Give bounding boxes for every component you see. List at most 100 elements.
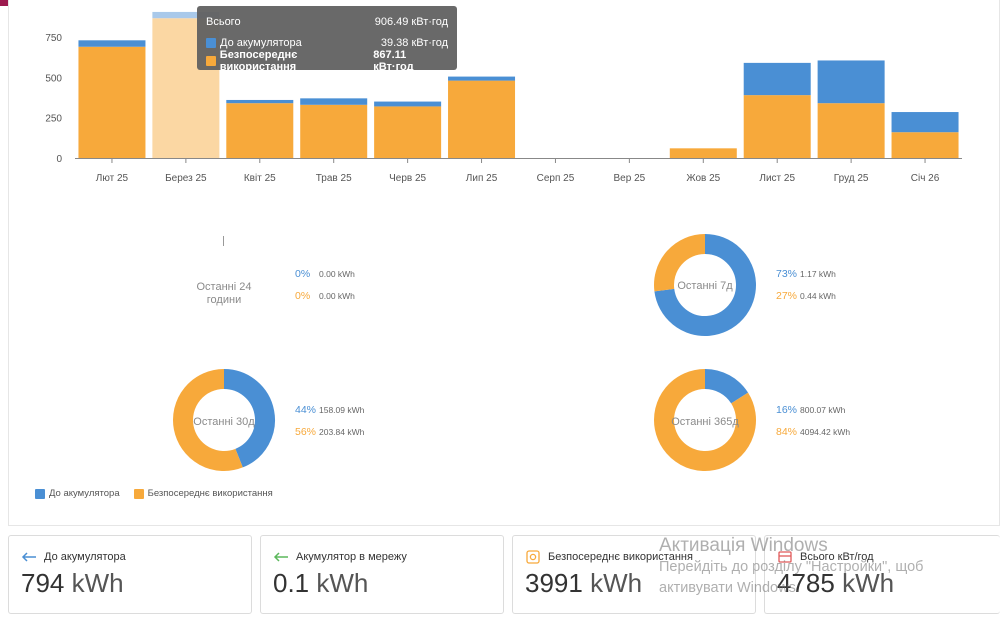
tooltip-total: 906.49 кВт·год [374, 16, 448, 28]
donut-30d-slice-direct [173, 369, 243, 471]
donut-24h-pct-direct: 0% [295, 290, 311, 302]
donut-365d-slice-battery [704, 369, 749, 404]
card-direct-use-unit: kWh [590, 568, 643, 598]
arrow-left-icon [272, 550, 290, 564]
bar-direct-use [448, 80, 516, 158]
donut-24h-label: Останні 24 години [196, 281, 252, 306]
x-tick-label: Серп 25 [537, 173, 575, 184]
bar-direct-use [226, 103, 294, 158]
tooltip-value-battery: 39.38 кВт·год [380, 37, 448, 49]
donut-30d[interactable] [168, 364, 280, 476]
tooltip-label-direct: Безпосереднє використання [219, 49, 298, 73]
card-to-battery-unit: kWh [71, 568, 124, 598]
card-total[interactable]: Всього кВт/год 4785 kWh [764, 535, 1000, 614]
donut-30d-label: Останні 30д [193, 416, 255, 428]
legend-swatch-battery [35, 488, 45, 499]
donut-7d-stat-battery: 73% 1.17 kWh [776, 268, 836, 280]
x-tick-label: Жов 25 [686, 173, 720, 184]
arrow-left-icon [20, 550, 38, 564]
bar-to-battery [448, 76, 516, 81]
x-tick-label: Вер 25 [614, 173, 646, 184]
donut-365d-pct-direct: 84% [776, 426, 798, 438]
card-direct-use-title: Безпосереднє використання [524, 550, 693, 564]
bar-to-battery [817, 60, 885, 104]
donut-7d-label: Останні 7д [677, 280, 733, 292]
card-to-battery-value: 794 [21, 568, 65, 598]
donut-30d-pct-battery: 44% [295, 404, 317, 416]
bar-direct-use [78, 46, 146, 159]
solar-icon [524, 550, 542, 564]
bar-direct-use [300, 104, 368, 158]
legend-swatch-direct [133, 488, 144, 499]
donut-365d-stat-battery: 16% 800.07 kWh [776, 404, 845, 416]
y-tick-label: 0 [56, 154, 62, 165]
donut-30d-kwh-battery: 158.09 kWh [319, 405, 365, 415]
card-battery-to-grid-label: Акумулятор в мережу [296, 551, 407, 563]
donut-30d-stat-battery: 44% 158.09 kWh [295, 404, 364, 416]
donut-24h-kwh-direct: 0.00 kWh [319, 291, 355, 301]
card-total-title: Всього кВт/год [776, 550, 874, 564]
donut-30d-pct-direct: 56% [295, 426, 317, 438]
card-direct-use[interactable]: Безпосереднє використання 3991 kWh [512, 535, 756, 614]
donut-365d-label: Останні 365д [671, 416, 739, 428]
bar-direct-use [374, 106, 442, 158]
donut-7d-slice-direct [654, 234, 706, 292]
windows-activation-watermark: Активація Windows Перейдіть до розділу "… [659, 534, 923, 599]
x-tick-label: Січ 26 [911, 173, 940, 184]
y-tick-label: 750 [45, 33, 62, 44]
card-direct-use-value: 3991 [525, 568, 583, 598]
tooltip-label-battery: До акумулятора [220, 37, 302, 49]
x-tick-label: Лют 25 [96, 173, 129, 184]
y-tick-label: 250 [45, 114, 62, 125]
bar-direct-use [817, 103, 885, 158]
donut-365d[interactable] [649, 364, 761, 476]
tooltip-swatch-direct [206, 56, 216, 66]
card-total-label: Всього кВт/год [800, 551, 874, 563]
card-battery-to-grid-unit: kWh [316, 568, 369, 598]
bar-to-battery [152, 11, 220, 19]
donut-7d-pct-direct: 27% [776, 290, 798, 302]
x-tick-label: Квіт 25 [244, 173, 276, 184]
donut-365d-slice-direct [654, 369, 756, 471]
legend-label-direct[interactable]: Безпосереднє використання [147, 488, 273, 499]
y-tick-label: 500 [45, 73, 62, 84]
card-to-battery-label: До акумулятора [44, 551, 126, 563]
donut-7d-pct-battery: 73% [776, 268, 798, 280]
tooltip-title: Всього [206, 16, 241, 28]
watermark-line1: Перейдіть до розділу "Настройки", щоб [659, 559, 924, 575]
bar-to-battery [78, 40, 146, 47]
card-to-battery-title: До акумулятора [20, 550, 126, 564]
monthly-bar-chart[interactable]: 0 250 500 750 Лют 25 Берез 25 Квіт 25 Трав 25 Че… [0, 0, 1000, 200]
donut-7d-stat-direct: 27% 0.44 kWh [776, 290, 836, 302]
x-tick-label: Груд 25 [834, 173, 869, 184]
tooltip-swatch-battery [206, 38, 216, 48]
card-direct-use-label: Безпосереднє використання [548, 551, 693, 563]
card-to-battery[interactable]: До акумулятора 794 kWh [8, 535, 252, 614]
donut-legend: До акумулятора Безпосереднє використання [35, 488, 273, 499]
x-tick-label: Черв 25 [389, 173, 426, 184]
donut-24h-stat-direct: 0% 0.00 kWh [295, 290, 355, 302]
donut-24h-stat-battery: 0% 0.00 kWh [295, 268, 355, 280]
bar-direct-use [669, 148, 737, 158]
donut-30d-kwh-direct: 203.84 kWh [319, 427, 365, 437]
donut-365d-kwh-battery: 800.07 kWh [800, 405, 846, 415]
donut-7d-slice-battery [654, 234, 756, 336]
card-battery-to-grid[interactable]: Акумулятор в мережу 0.1 kWh [260, 535, 504, 614]
bar-direct-use [891, 132, 959, 158]
donut-24h-pct-battery: 0% [295, 268, 311, 280]
bar-to-battery [743, 62, 811, 96]
donut-365d-pct-battery: 16% [776, 404, 798, 416]
donut-7d[interactable] [649, 229, 761, 341]
bar-tooltip: Всього 906.49 кВт·год До акумулятора 39.… [197, 6, 457, 73]
donut-30d-stat-direct: 56% 203.84 kWh [295, 426, 364, 438]
legend-label-battery[interactable]: До акумулятора [49, 488, 120, 499]
card-total-value: 4785 [777, 568, 835, 598]
watermark-line2: активувати Windows. [659, 580, 800, 596]
donut-365d-kwh-direct: 4094.42 kWh [800, 427, 851, 437]
cursor-mark [223, 236, 224, 246]
card-battery-to-grid-value: 0.1 [273, 568, 310, 598]
donut-24h-kwh-battery: 0.00 kWh [319, 269, 355, 279]
bar-direct-use [743, 95, 811, 158]
x-tick-label: Берез 25 [165, 173, 207, 184]
bar-to-battery [226, 99, 294, 104]
